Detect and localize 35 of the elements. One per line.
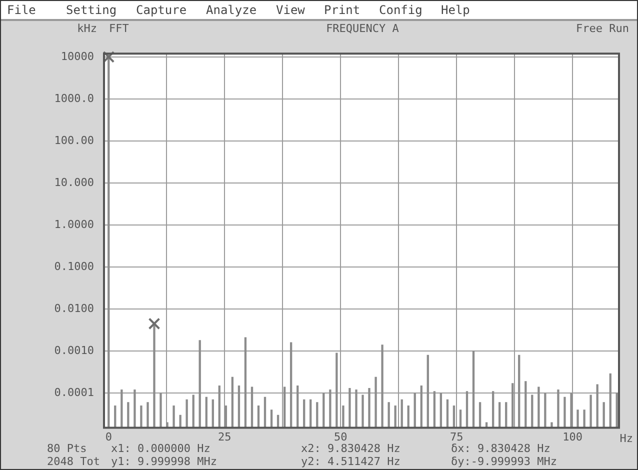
text: δx: 9.830428 Hz bbox=[451, 442, 550, 455]
x-tick-label: 100 bbox=[562, 430, 583, 444]
x-tick-label: 25 bbox=[218, 430, 232, 444]
text: δy:-9.999993 MHz bbox=[451, 455, 557, 468]
text: View bbox=[276, 3, 305, 17]
x-tick-label: 50 bbox=[334, 430, 348, 444]
x-axis-title: Hz bbox=[620, 432, 633, 446]
text: File bbox=[7, 3, 36, 17]
y-tick-label: 1.0000 bbox=[54, 218, 94, 231]
text: 2048 Tot bbox=[47, 455, 100, 468]
chart-title: FREQUENCY A bbox=[326, 22, 399, 35]
y-tick-label: 100.00 bbox=[54, 134, 94, 147]
x-tick-label: 0 bbox=[105, 430, 112, 444]
text: Free Run bbox=[576, 22, 629, 35]
text: FFT bbox=[109, 22, 129, 35]
text: Analyze bbox=[206, 3, 257, 17]
y-axis-title: kHz bbox=[76, 22, 97, 35]
y-tick-label: 10000 bbox=[60, 50, 94, 63]
x-tick-label: 75 bbox=[450, 430, 464, 444]
text: y1: 9.999998 MHz bbox=[111, 455, 217, 468]
y-tick-label: 10.000 bbox=[54, 176, 94, 189]
y-tick-label: 0.0100 bbox=[54, 302, 94, 315]
text: Print bbox=[324, 3, 360, 17]
text: Capture bbox=[136, 3, 187, 17]
text: x2: 9.830428 Hz bbox=[301, 442, 400, 455]
y-tick-label: 0.1000 bbox=[54, 260, 94, 273]
text: 80 Pts bbox=[47, 442, 87, 455]
text: Help bbox=[441, 3, 470, 17]
y-tick-label: 0.0001 bbox=[54, 386, 94, 400]
text: Config bbox=[379, 3, 422, 17]
y-tick-label: 0.0010 bbox=[54, 344, 94, 357]
text: Setting bbox=[66, 3, 117, 17]
y-tick-label: 1000.0 bbox=[54, 92, 94, 105]
text: x1: 0.000000 Hz bbox=[111, 442, 210, 455]
text: y2: 4.511427 Hz bbox=[301, 455, 400, 468]
